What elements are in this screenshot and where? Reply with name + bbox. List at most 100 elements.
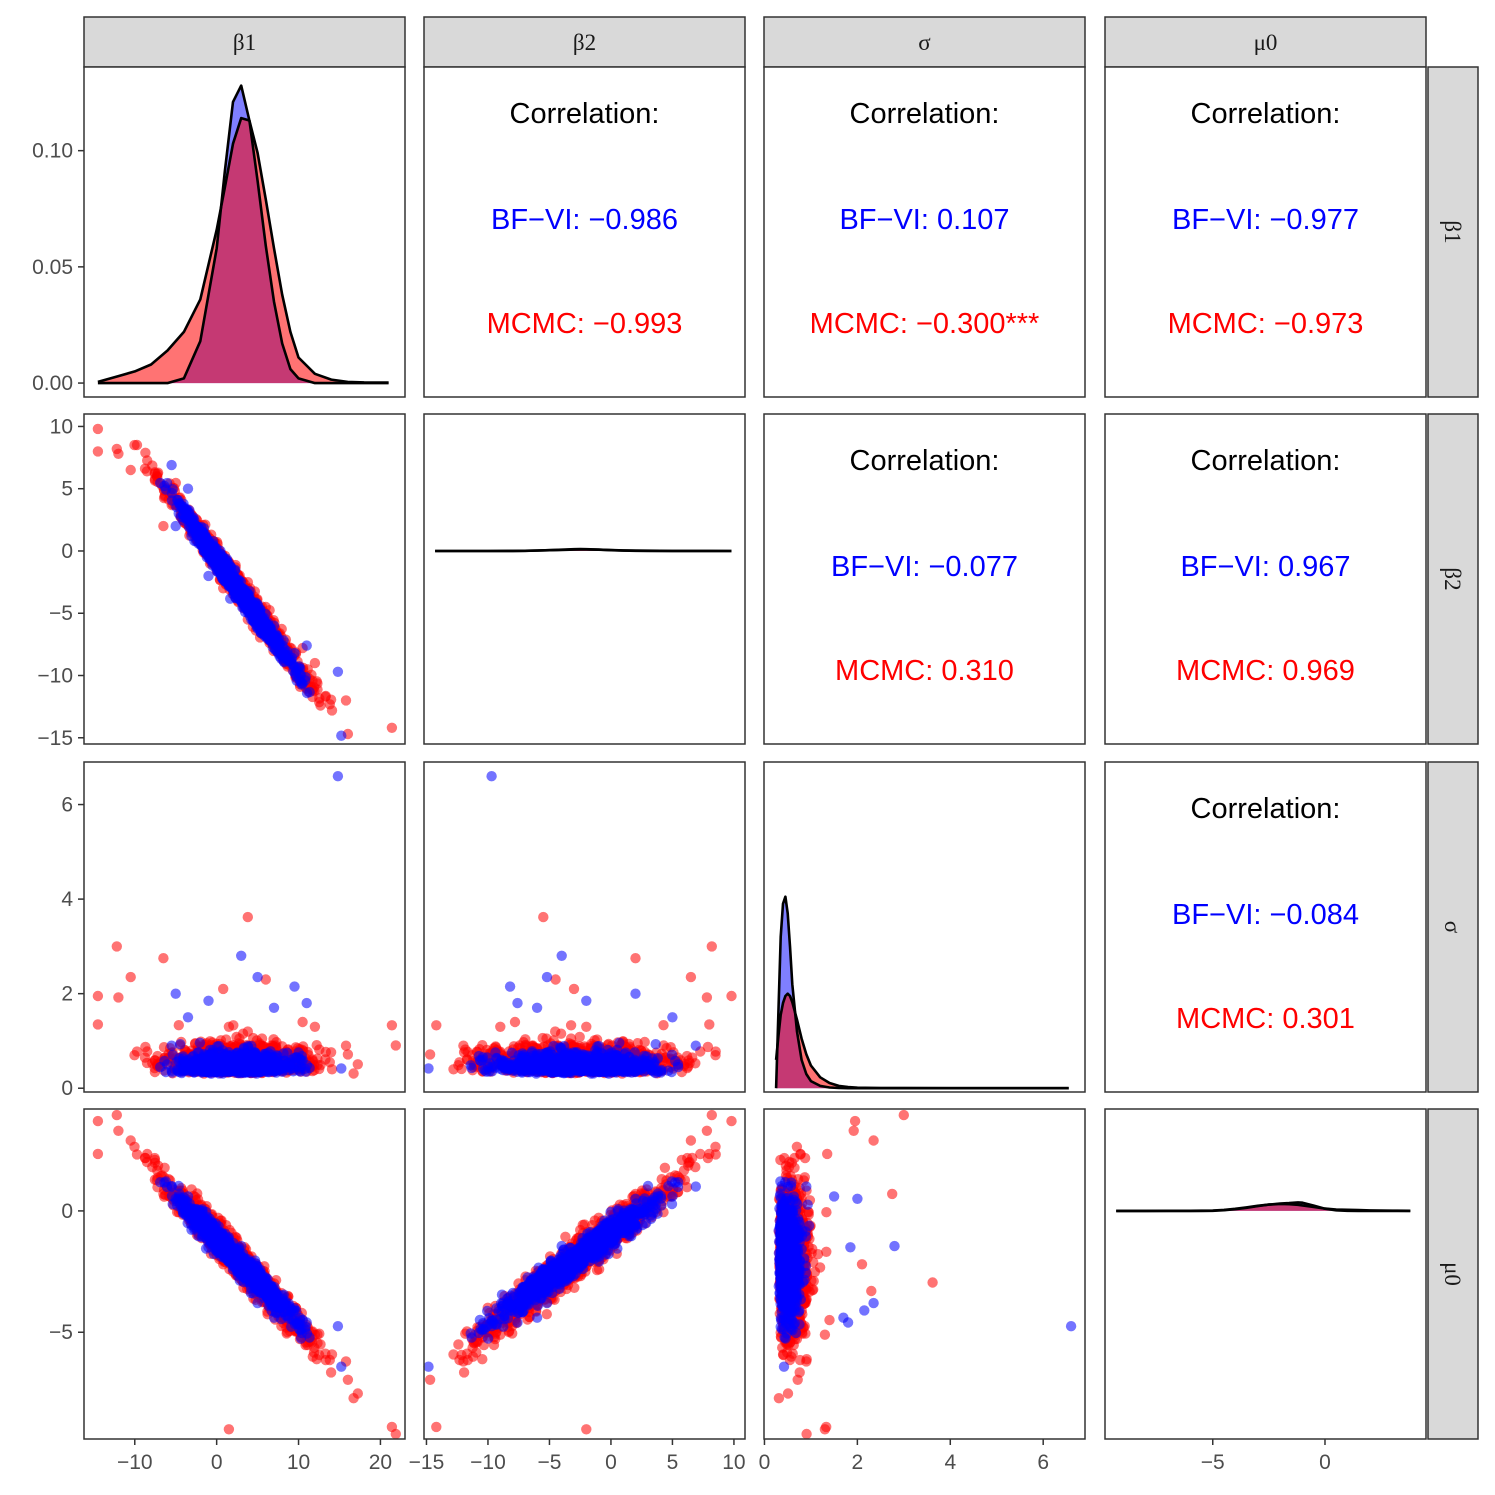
bfvi-point <box>244 1065 255 1076</box>
mcmc-point <box>141 466 153 477</box>
bfvi-point <box>297 678 308 689</box>
mcmc-point <box>565 1020 577 1031</box>
mcmc-point <box>142 1046 153 1057</box>
column-strip-label: β2 <box>573 30 596 55</box>
bfvi-point <box>244 586 255 597</box>
bfvi-point <box>252 971 263 983</box>
mcmc-point <box>92 423 104 435</box>
row-strip-label: μ0 <box>1440 1262 1465 1286</box>
mcmc-point <box>125 464 136 476</box>
panel-bg <box>1105 67 1426 397</box>
mcmc-point <box>218 983 229 995</box>
mcmc-point <box>129 1050 140 1061</box>
bfvi-point <box>332 771 344 782</box>
bfvi-point <box>170 520 181 532</box>
mcmc-point <box>386 722 398 733</box>
bfvi-point <box>235 576 247 587</box>
row-strip-0 <box>1427 66 1479 398</box>
mcmc-point <box>92 990 104 1002</box>
bfvi-point <box>166 459 177 471</box>
column-strip-label: β1 <box>233 30 256 55</box>
row-strip-3 <box>1427 1108 1479 1440</box>
mcmc-point <box>309 1021 321 1032</box>
bfvi-point <box>336 1063 347 1074</box>
mcmc-point <box>320 690 331 702</box>
mcmc-point <box>315 700 326 711</box>
mcmc-point <box>223 1021 235 1032</box>
column-strip-label: μ0 <box>1254 30 1278 55</box>
mcmc-point <box>173 1019 184 1031</box>
bfvi-point <box>235 1063 247 1074</box>
bfvi-point <box>268 1002 280 1013</box>
mcmc-point <box>309 657 321 669</box>
column-strip-0 <box>83 16 406 68</box>
bfvi-point <box>289 1058 301 1069</box>
mcmc-point <box>348 1068 359 1079</box>
row-strip-2 <box>1427 761 1479 1093</box>
column-strip-label: σ <box>918 30 931 55</box>
mcmc-point <box>231 1031 242 1043</box>
bfvi-point <box>236 595 247 606</box>
bfvi-point <box>288 659 299 670</box>
mcmc-point <box>312 684 323 695</box>
mcmc-point <box>158 953 169 964</box>
bfvi-point <box>218 563 230 574</box>
bfvi-point <box>268 620 280 631</box>
mcmc-point <box>352 1059 363 1070</box>
bfvi-point <box>289 981 300 992</box>
mcmc-point <box>92 446 104 457</box>
mcmc-point <box>129 439 140 451</box>
bfvi-point <box>182 483 194 494</box>
bfvi-point <box>301 1060 313 1071</box>
column-strip-3 <box>1104 16 1427 68</box>
column-strip-1 <box>423 16 746 68</box>
bfvi-point <box>332 666 344 677</box>
bfvi-point <box>161 477 173 489</box>
bfvi-point <box>336 730 347 741</box>
mcmc-point <box>242 911 253 923</box>
bfvi-point <box>263 631 275 642</box>
mcmc-point <box>390 1040 401 1051</box>
panel-bg <box>764 67 1085 397</box>
bfvi-point <box>248 1052 259 1064</box>
mcmc-point <box>340 695 352 706</box>
bfvi-point <box>161 1059 173 1070</box>
bfvi-point <box>203 570 214 582</box>
mcmc-point <box>125 971 136 983</box>
mcmc-point <box>326 705 338 716</box>
row-strip-1 <box>1427 413 1479 745</box>
panel-bg <box>764 414 1085 744</box>
bfvi-point <box>197 1058 208 1070</box>
bfvi-point <box>197 538 208 549</box>
panel-bg <box>1105 762 1426 1092</box>
row-strip-label: β1 <box>1440 220 1465 243</box>
mcmc-point <box>92 1019 104 1030</box>
mcmc-point <box>268 1034 279 1045</box>
bfvi-point <box>279 1055 290 1066</box>
bfvi-point <box>166 1040 177 1051</box>
mcmc-point <box>326 1064 338 1075</box>
bfvi-point <box>186 518 197 529</box>
mcmc-point <box>111 941 123 952</box>
bfvi-point <box>301 640 312 651</box>
scatter-panel-β1-vs-β2 <box>92 423 398 741</box>
bfvi-point <box>186 1065 197 1076</box>
bfvi-point <box>262 1063 274 1074</box>
bfvi-point <box>289 668 301 679</box>
panel-bg <box>424 414 745 744</box>
bfvi-point <box>177 1066 188 1077</box>
row-strip-label: σ <box>1440 921 1465 934</box>
mcmc-point <box>141 1057 153 1069</box>
bfvi-point <box>218 1057 230 1068</box>
mcmc-point <box>386 1020 398 1031</box>
bfvi-point <box>203 995 214 1006</box>
bfvi-point <box>194 1037 206 1049</box>
mcmc-point <box>113 992 124 1003</box>
row-strip-label: β2 <box>1440 567 1465 590</box>
bfvi-point <box>170 988 181 999</box>
mcmc-point <box>342 1049 354 1060</box>
bfvi-point <box>211 552 222 563</box>
mcmc-point <box>340 1040 352 1051</box>
bfvi-point <box>177 502 188 514</box>
